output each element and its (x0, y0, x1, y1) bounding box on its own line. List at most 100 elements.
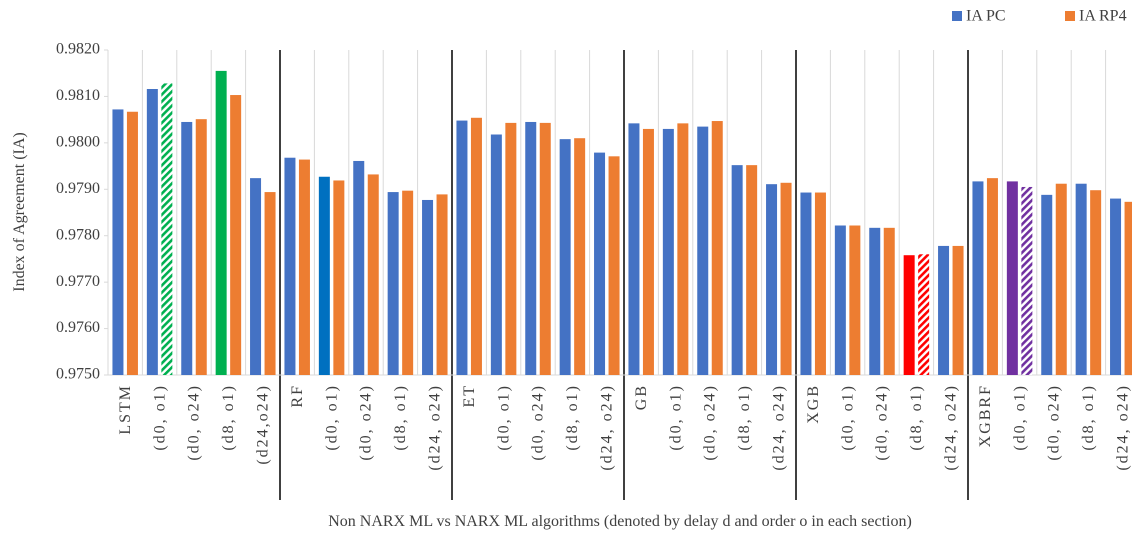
x-tick-label: GB (633, 384, 650, 410)
bar (1090, 190, 1102, 375)
bar (938, 245, 950, 375)
bar (525, 121, 537, 375)
x-tick-label: RF (289, 384, 306, 408)
bar (952, 245, 964, 375)
x-tick-label: (d8, o1) (392, 384, 409, 451)
x-tick-label: (d24, o24) (942, 384, 959, 471)
x-tick-label: (d0, o1) (495, 384, 512, 451)
bar (814, 192, 826, 375)
x-tick-label: (d0, o1) (151, 384, 168, 451)
y-tick-label: 0.9770 (56, 273, 100, 290)
bar (834, 225, 846, 375)
y-tick-label: 0.9760 (56, 319, 100, 336)
x-tick-label: (d0, o1) (667, 384, 684, 451)
bar (264, 192, 276, 375)
bar (766, 184, 778, 375)
bar (849, 225, 861, 375)
bar (456, 120, 468, 375)
legend-label: IA PC (966, 8, 1006, 25)
bar (318, 176, 330, 375)
bar (677, 123, 689, 375)
x-tick-label: (d8, o1) (220, 384, 237, 451)
x-tick-label: (d0, o24) (702, 384, 719, 461)
y-tick-label: 0.9820 (56, 41, 100, 58)
x-tick-label: (d0, o1) (323, 384, 340, 451)
x-tick-label: (d8, o1) (1080, 384, 1097, 451)
bar (1006, 181, 1018, 375)
bar (662, 128, 674, 375)
bar (181, 121, 193, 375)
bar (333, 180, 345, 375)
bar (490, 134, 502, 375)
bar (903, 255, 915, 375)
x-tick-label: (d8, o1) (564, 384, 581, 451)
bar (800, 192, 812, 375)
x-tick-label: XGBRF (977, 384, 994, 447)
legend-label: IA RP4 (1079, 8, 1127, 25)
bar (883, 227, 895, 375)
bar (1055, 183, 1067, 375)
bar (112, 109, 124, 375)
bar (574, 138, 586, 375)
bar (608, 156, 620, 375)
x-tick-label: (d8, o1) (736, 384, 753, 451)
x-tick-label: XGB (805, 384, 822, 424)
bar (746, 165, 758, 375)
bar (1110, 198, 1122, 375)
bar (559, 139, 571, 375)
bar (298, 159, 310, 375)
y-tick-label: 0.9790 (56, 180, 100, 197)
bar (697, 126, 709, 375)
x-tick-label: (d8, o1) (908, 384, 925, 451)
bar (972, 181, 984, 375)
bar (126, 111, 138, 375)
bar (195, 119, 207, 375)
bar (284, 157, 296, 375)
bar (505, 122, 517, 376)
bar (215, 70, 227, 376)
y-tick-label: 0.9800 (56, 134, 100, 151)
bar (1021, 186, 1033, 375)
bar (642, 128, 654, 375)
x-tick-label: (d24, o24) (426, 384, 443, 471)
x-tick-label: (d0, o1) (839, 384, 856, 451)
bar (1041, 194, 1053, 375)
x-tick-label: LSTM (117, 384, 134, 435)
bar (230, 95, 242, 376)
bar (986, 178, 998, 375)
bar (353, 160, 365, 375)
bar (711, 121, 723, 376)
bar (470, 117, 482, 376)
bar (1124, 201, 1132, 375)
bar (422, 199, 434, 375)
bar (161, 83, 173, 375)
x-tick-label: ET (461, 384, 478, 408)
y-tick-label: 0.9810 (56, 87, 100, 104)
bar (402, 190, 414, 375)
bar (594, 152, 606, 375)
x-tick-label: (d24, o24) (1114, 384, 1131, 471)
bar (539, 122, 551, 376)
x-tick-label: (d24, o24) (770, 384, 787, 471)
legend-swatch (1065, 11, 1075, 21)
x-axis-title: Non NARX ML vs NARX ML algorithms (denot… (328, 513, 912, 530)
x-tick-label: (d0, o24) (358, 384, 375, 461)
bar (780, 182, 792, 375)
bar (628, 123, 640, 375)
x-tick-label: (d0, o24) (186, 384, 203, 461)
bar (146, 89, 158, 375)
y-axis-title: Index of Agreement (IA) (11, 132, 28, 292)
bar (250, 178, 262, 375)
x-tick-label: (d0, o24) (530, 384, 547, 461)
bar (367, 174, 379, 375)
bar (869, 227, 881, 375)
x-tick-label: (d0, o24) (874, 384, 891, 461)
bar (436, 194, 448, 375)
bar (387, 192, 399, 375)
y-tick-label: 0.9780 (56, 226, 100, 243)
x-tick-label: (d24, o24) (598, 384, 615, 471)
bar (1075, 183, 1087, 375)
legend-swatch (952, 11, 962, 21)
x-tick-label: (d0, o1) (1011, 384, 1028, 451)
